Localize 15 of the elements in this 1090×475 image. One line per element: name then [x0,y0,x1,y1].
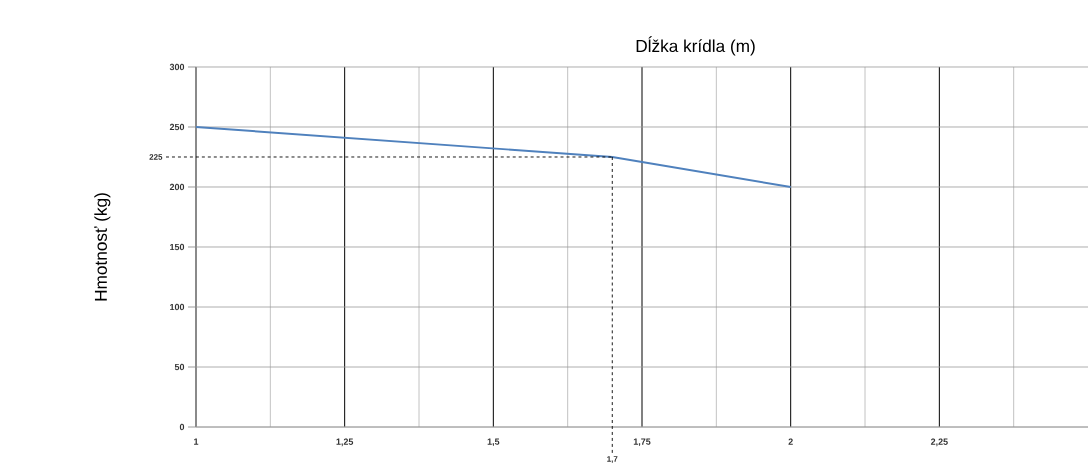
y-axis-title: Hmotnosť (kg) [94,193,111,301]
y-tick-label: 200 [169,183,185,191]
y-tick-label: 150 [170,243,185,251]
y-tick-label: 250 [169,123,185,131]
y-tick-label: 300 [169,63,185,71]
y-tick-label: 0 [179,423,185,431]
x-tick-label: 2 [788,438,793,445]
x-tick-label: 1,25 [336,438,354,447]
x-tick-label: 1 [194,438,199,445]
x-axis-title: Dĺžka krídla (m) [636,36,755,56]
y-tick-label: 50 [174,363,185,371]
y-tick-label: 100 [170,303,185,311]
x-tick-label: 1,5 [487,438,500,447]
x-tick-label: 2,25 [930,438,948,447]
x-tick-label: 1,75 [633,438,651,447]
